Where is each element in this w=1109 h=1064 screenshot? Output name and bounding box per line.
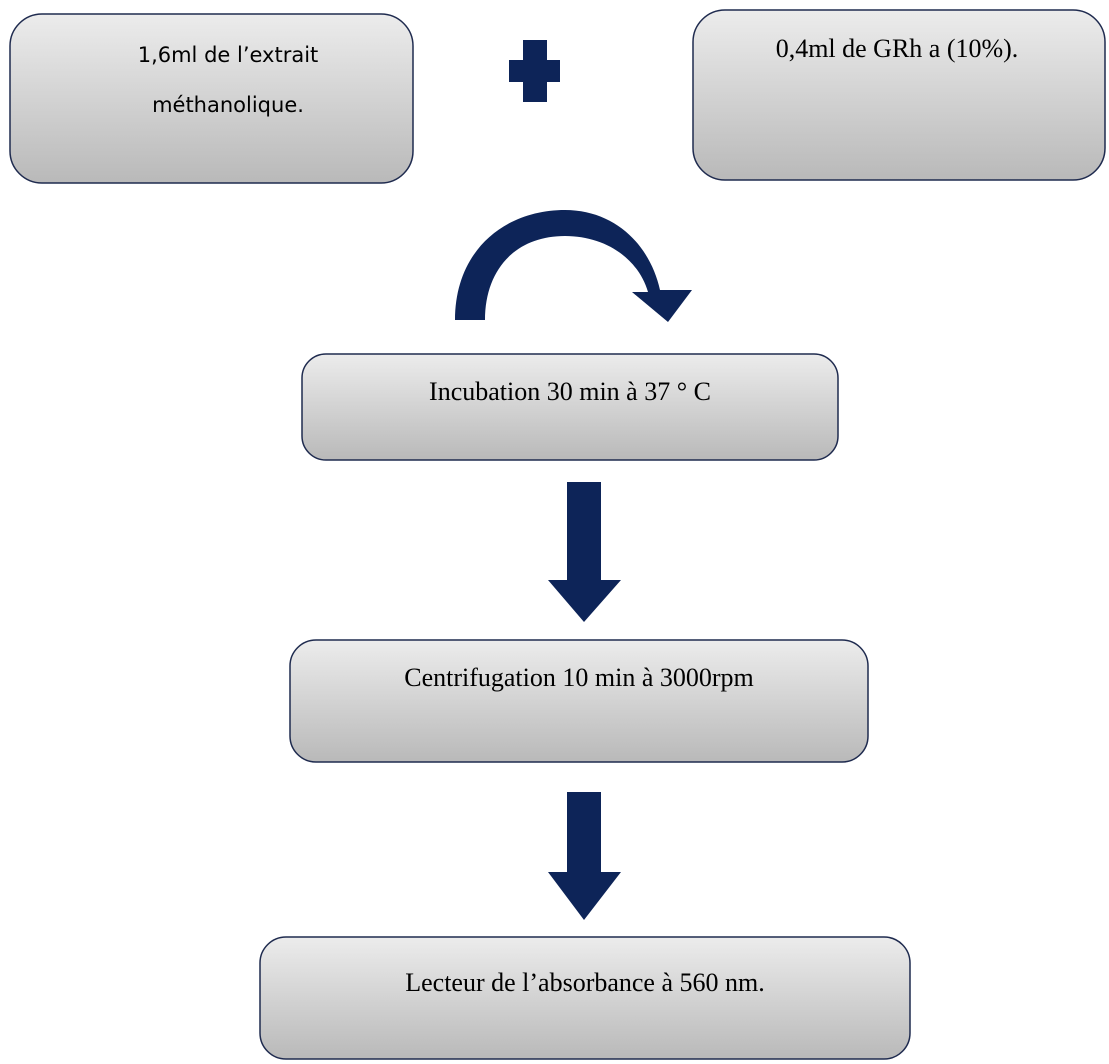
plus-icon	[509, 40, 560, 102]
step-text: 0,4ml de GRh a (10%).	[776, 34, 1019, 63]
step-box	[9, 13, 414, 184]
step-box	[692, 9, 1106, 181]
down-arrow	[548, 482, 621, 622]
curved-arrow	[455, 210, 692, 322]
step-text: Incubation 30 min à 37 ° C	[429, 377, 711, 406]
step-text: Centrifugation 10 min à 3000rpm	[404, 663, 754, 692]
step-box	[289, 639, 869, 763]
down-arrow	[548, 792, 621, 920]
step-text: méthanolique.	[152, 93, 304, 117]
step-text: Lecteur de l’absorbance à 560 nm.	[405, 968, 765, 997]
step-text: 1,6ml de l’extrait	[138, 43, 319, 67]
step-box	[301, 353, 839, 461]
step-box	[259, 936, 911, 1060]
